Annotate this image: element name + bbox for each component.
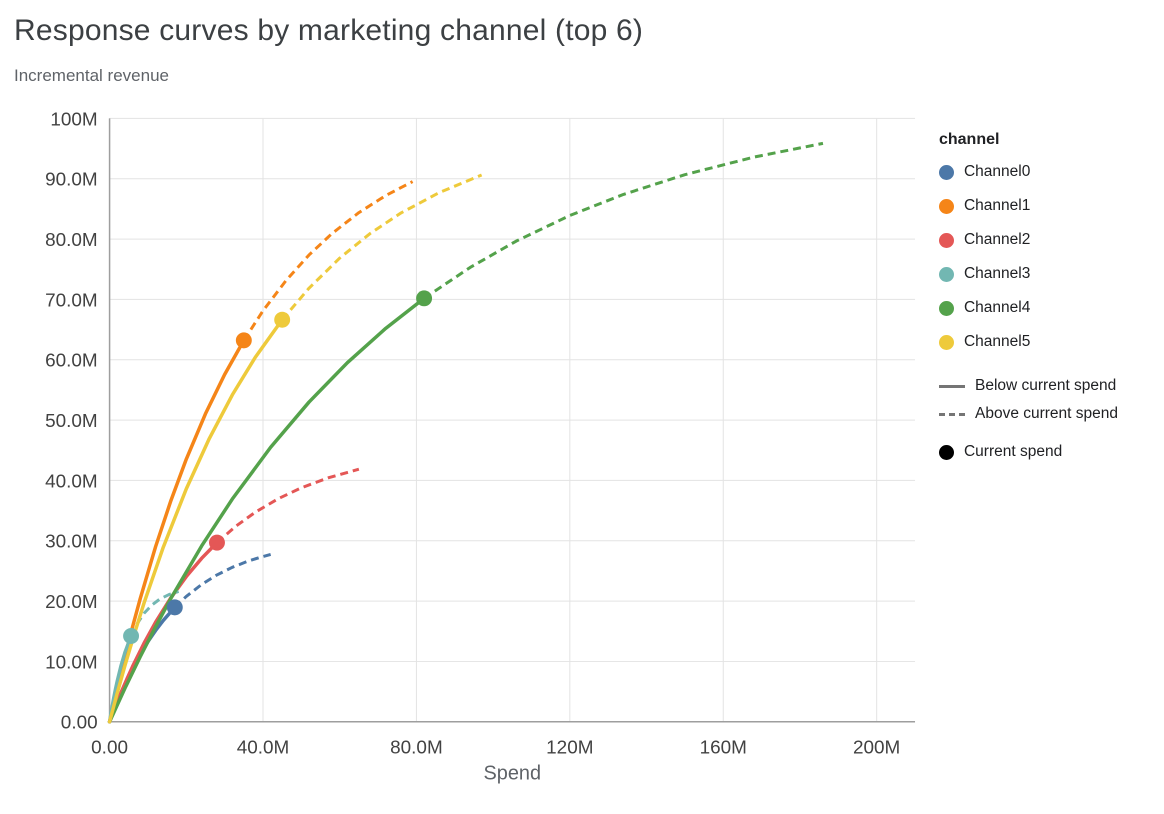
legend: channel Channel0 Channel1 Channel2 Channel3… [925, 95, 1164, 791]
y-tick-label: 70.0M [45, 290, 98, 311]
legend-swatch-icon [938, 300, 954, 316]
legend-gap [939, 367, 1164, 377]
legend-item-below-current: Below current spend [938, 377, 1164, 395]
x-tick-label: 80.0M [390, 738, 443, 759]
legend-channel-label: Channel1 [963, 197, 1031, 214]
legend-channel-label: Channel2 [963, 231, 1031, 248]
solid-line-icon [938, 384, 965, 388]
legend-item-channel1: Channel1 [938, 197, 1164, 215]
legend-item-above-current: Above current spend [938, 405, 1164, 423]
legend-channel-label: Channel5 [963, 333, 1031, 350]
curve-channel2-above-current [215, 467, 360, 544]
curve-channel4-above-current [423, 141, 824, 300]
chart-area: 0.00 40.0M 80.0M 120M 160M 200M 0.00 10.0M 20.0M… [14, 95, 1164, 791]
y-tick-label: 60.0M [45, 351, 98, 372]
legend-label-current: Current spend [963, 443, 1063, 460]
current-spend-dot-channel3 [123, 628, 140, 644]
legend-gap [939, 433, 1164, 443]
curve-channel5-below-current [107, 318, 284, 724]
legend-swatch-icon [938, 334, 954, 350]
current-spend-dot-icon [938, 444, 954, 460]
current-spend-dot-channel1 [235, 332, 252, 349]
x-tick-label: 40.0M [237, 738, 290, 759]
legend-item-channel4: Channel4 [938, 299, 1164, 317]
legend-item-channel2: Channel2 [938, 231, 1164, 249]
curve-channel5-above-current [281, 173, 483, 321]
legend-label-below: Below current spend [974, 377, 1117, 394]
legend-swatch-icon [938, 232, 954, 248]
legend-item-channel3: Channel3 [938, 265, 1164, 283]
legend-title: channel [938, 131, 1000, 148]
y-tick-label: 80.0M [45, 230, 98, 251]
x-tick-label: 200M [853, 738, 900, 759]
current-spend-dot-channel2 [209, 534, 225, 551]
legend-channel-label: Channel0 [963, 163, 1031, 180]
curve-channel0-below-current [107, 605, 177, 724]
y-axis-subtitle: Incremental revenue [14, 66, 169, 85]
legend-item-channel5: Channel5 [938, 333, 1164, 351]
legend-item-channel0: Channel0 [938, 163, 1164, 181]
legend-swatch-icon [938, 164, 954, 180]
legend-channel-items: Channel0 Channel1 Channel2 Channel3 Channel4… [938, 163, 1164, 351]
x-tick-label: 120M [546, 738, 593, 759]
legend-swatch-icon [938, 198, 954, 214]
y-tick-label: 50.0M [45, 411, 98, 432]
legend-item-current-spend: Current spend [938, 443, 1164, 461]
x-tick-label: 0.00 [91, 738, 128, 759]
y-tick-label: 20.0M [45, 592, 98, 613]
curve-channel3-above-current [129, 590, 180, 637]
y-tick-label: 10.0M [45, 652, 98, 673]
curve-channel1-below-current [107, 338, 246, 724]
curve-channel1-above-current [242, 180, 414, 342]
dashed-line-icon [938, 412, 965, 416]
x-tick-label: 160M [700, 738, 747, 759]
current-spend-dot-channel4 [416, 290, 433, 307]
legend-channel-label: Channel4 [963, 299, 1031, 316]
curve-channel0-above-current [173, 553, 272, 609]
legend-label-above: Above current spend [974, 405, 1119, 422]
y-tick-label: 0.00 [61, 713, 98, 734]
legend-swatch-icon [938, 266, 954, 282]
legend-channel-label: Channel3 [963, 265, 1031, 282]
y-tick-label: 30.0M [45, 532, 98, 553]
current-spend-dot-channel0 [166, 599, 183, 616]
page-title: Response curves by marketing channel (to… [14, 14, 644, 47]
y-tick-label: 90.0M [45, 170, 98, 191]
curve-channel4-below-current [107, 296, 426, 724]
y-tick-label: 40.0M [45, 471, 98, 492]
y-tick-label: 100M [50, 109, 97, 130]
response-curves-chart: 0.00 40.0M 80.0M 120M 160M 200M 0.00 10.0M 20.0M… [45, 109, 916, 785]
x-axis-title: Spend [484, 763, 542, 785]
page: Response curves by marketing channel (to… [14, 14, 1164, 791]
current-spend-dot-channel5 [274, 311, 291, 328]
